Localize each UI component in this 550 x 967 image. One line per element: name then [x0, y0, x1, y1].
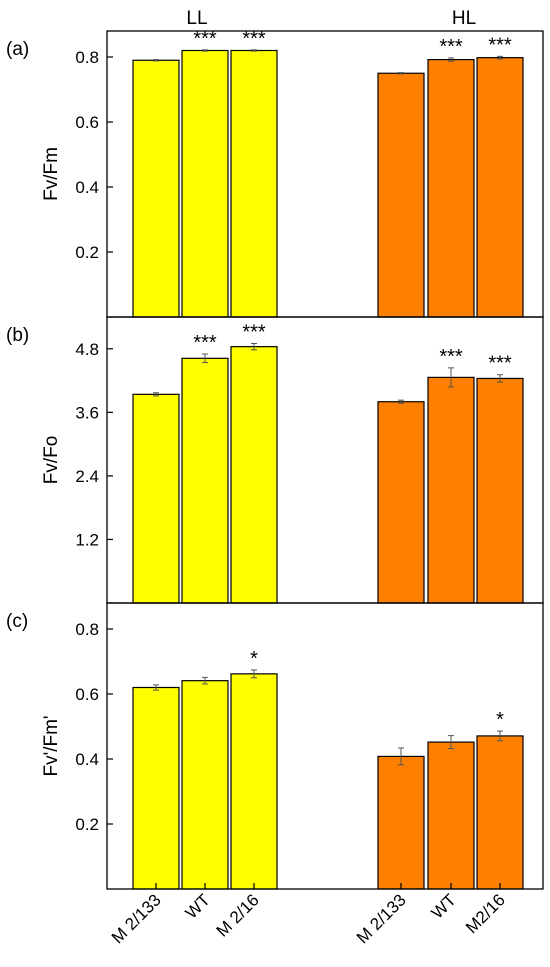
bar-hl-1	[377, 401, 425, 604]
bar-ll-1	[132, 393, 180, 604]
error-bar	[398, 72, 404, 75]
error-bar	[202, 49, 208, 52]
panel-letter: (a)	[6, 39, 29, 60]
error-bar	[153, 684, 159, 691]
group-label-ll: LL	[186, 8, 207, 29]
y-axis-title: Fv'/Fm'	[41, 715, 62, 776]
y-tick-label: 4.8	[75, 340, 99, 359]
bar-hl-3	[476, 735, 524, 890]
y-tick-label: 0.4	[75, 178, 99, 197]
x-category-label: WT	[182, 890, 214, 922]
y-tick-label: 2.4	[75, 467, 99, 486]
bar-hl-3	[476, 57, 524, 318]
bar-hl-2	[427, 376, 475, 604]
significance-marker: ***	[242, 28, 266, 50]
y-tick-label: 0.2	[75, 243, 99, 262]
y-tick-label: 1.2	[75, 530, 99, 549]
error-bar	[448, 367, 454, 388]
group-labels: LL HL	[186, 8, 476, 29]
panel-letter: (c)	[6, 611, 28, 632]
x-category-label: WT	[428, 890, 460, 922]
bar-ll-2	[181, 357, 229, 604]
significance-marker: *	[496, 709, 504, 731]
error-bar	[448, 735, 454, 750]
bar-ll-1	[132, 686, 180, 890]
y-axis-title: Fv/Fo	[41, 436, 62, 485]
error-bar	[251, 49, 257, 52]
panel-letter: (b)	[6, 325, 29, 346]
error-bar	[497, 730, 503, 742]
error-bar	[251, 342, 257, 351]
error-bar	[202, 676, 208, 685]
significance-marker: ***	[488, 34, 512, 56]
y-tick-label: 3.6	[75, 403, 99, 422]
significance-marker: ***	[242, 321, 266, 343]
group-label-hl: HL	[452, 8, 476, 29]
error-bar	[497, 374, 503, 383]
y-tick-label: 0.8	[75, 48, 99, 67]
error-bar	[398, 747, 404, 766]
bar-hl-3	[476, 377, 524, 604]
x-category-label: M 2/133	[108, 890, 165, 947]
significance-marker: ***	[439, 36, 463, 58]
bar-hl-2	[427, 58, 475, 318]
plot-frame	[106, 602, 544, 890]
y-tick-label: 0.4	[75, 750, 99, 769]
x-category-label: M 2/133	[353, 890, 410, 947]
significance-marker: *	[250, 648, 258, 670]
chart-panels: *** *** *** ***0.20.40.60.8Fv/Fm(a)*** *****…	[6, 28, 544, 890]
x-category-label: M2/16	[462, 890, 509, 937]
significance-marker: ***	[193, 28, 217, 50]
significance-marker: ***	[193, 332, 217, 354]
x-category-label: M 2/16	[213, 890, 263, 940]
y-tick-label: 0.6	[75, 113, 99, 132]
panel-3: * * 0.2 0.4 0.6 0.8 Fv'/Fm' (c)	[6, 602, 544, 890]
error-bar	[448, 57, 454, 62]
error-bar	[497, 55, 503, 60]
bar-ll-3	[230, 49, 278, 318]
error-bar	[398, 399, 404, 404]
bar-hl-2	[427, 741, 475, 890]
panel-1: *** *** *** *** 0.2 0.4 0.6 0.8 Fv/Fm (a)	[6, 28, 544, 318]
error-bar	[251, 669, 257, 679]
bar-hl-1	[377, 72, 425, 318]
error-bar	[153, 59, 159, 62]
y-tick-label: 0.2	[75, 815, 99, 834]
y-tick-label: 0.6	[75, 685, 99, 704]
bar-ll-1	[132, 59, 180, 318]
y-axis-title: Fv/Fm	[41, 147, 62, 201]
bar-ll-2	[181, 49, 229, 318]
bar-ll-3	[230, 673, 278, 890]
error-bar	[202, 353, 208, 364]
y-tick-label: 0.8	[75, 620, 99, 639]
error-bar	[153, 392, 159, 397]
x-category-labels: M 2/133 WTM 2/16 M 2/133 WT M2/16	[108, 883, 509, 947]
significance-marker: ***	[439, 346, 463, 368]
significance-marker: ***	[488, 353, 512, 375]
panel-2: *** *** *** *** 1.2 2.4 3.6 4.8 Fv/Fo (b)	[6, 316, 544, 604]
bar-ll-2	[181, 680, 229, 890]
bar-ll-3	[230, 346, 278, 604]
bar-hl-1	[377, 755, 425, 890]
